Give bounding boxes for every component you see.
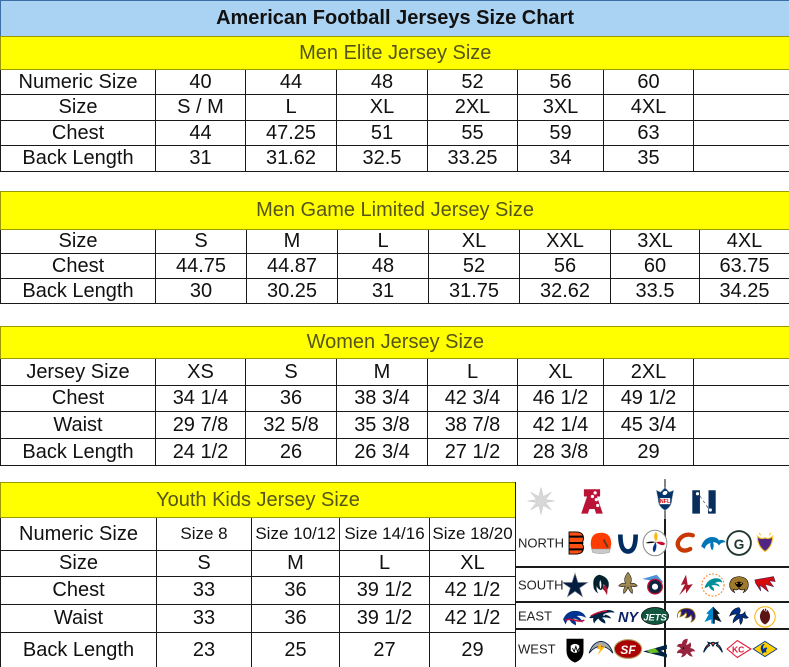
svg-text:NFL: NFL (660, 499, 671, 505)
svg-text:KC: KC (732, 644, 744, 654)
svg-text:SF: SF (620, 643, 636, 657)
svg-text:G: G (734, 536, 745, 551)
svg-text:JETS: JETS (643, 612, 667, 622)
svg-text:NY: NY (618, 609, 639, 625)
